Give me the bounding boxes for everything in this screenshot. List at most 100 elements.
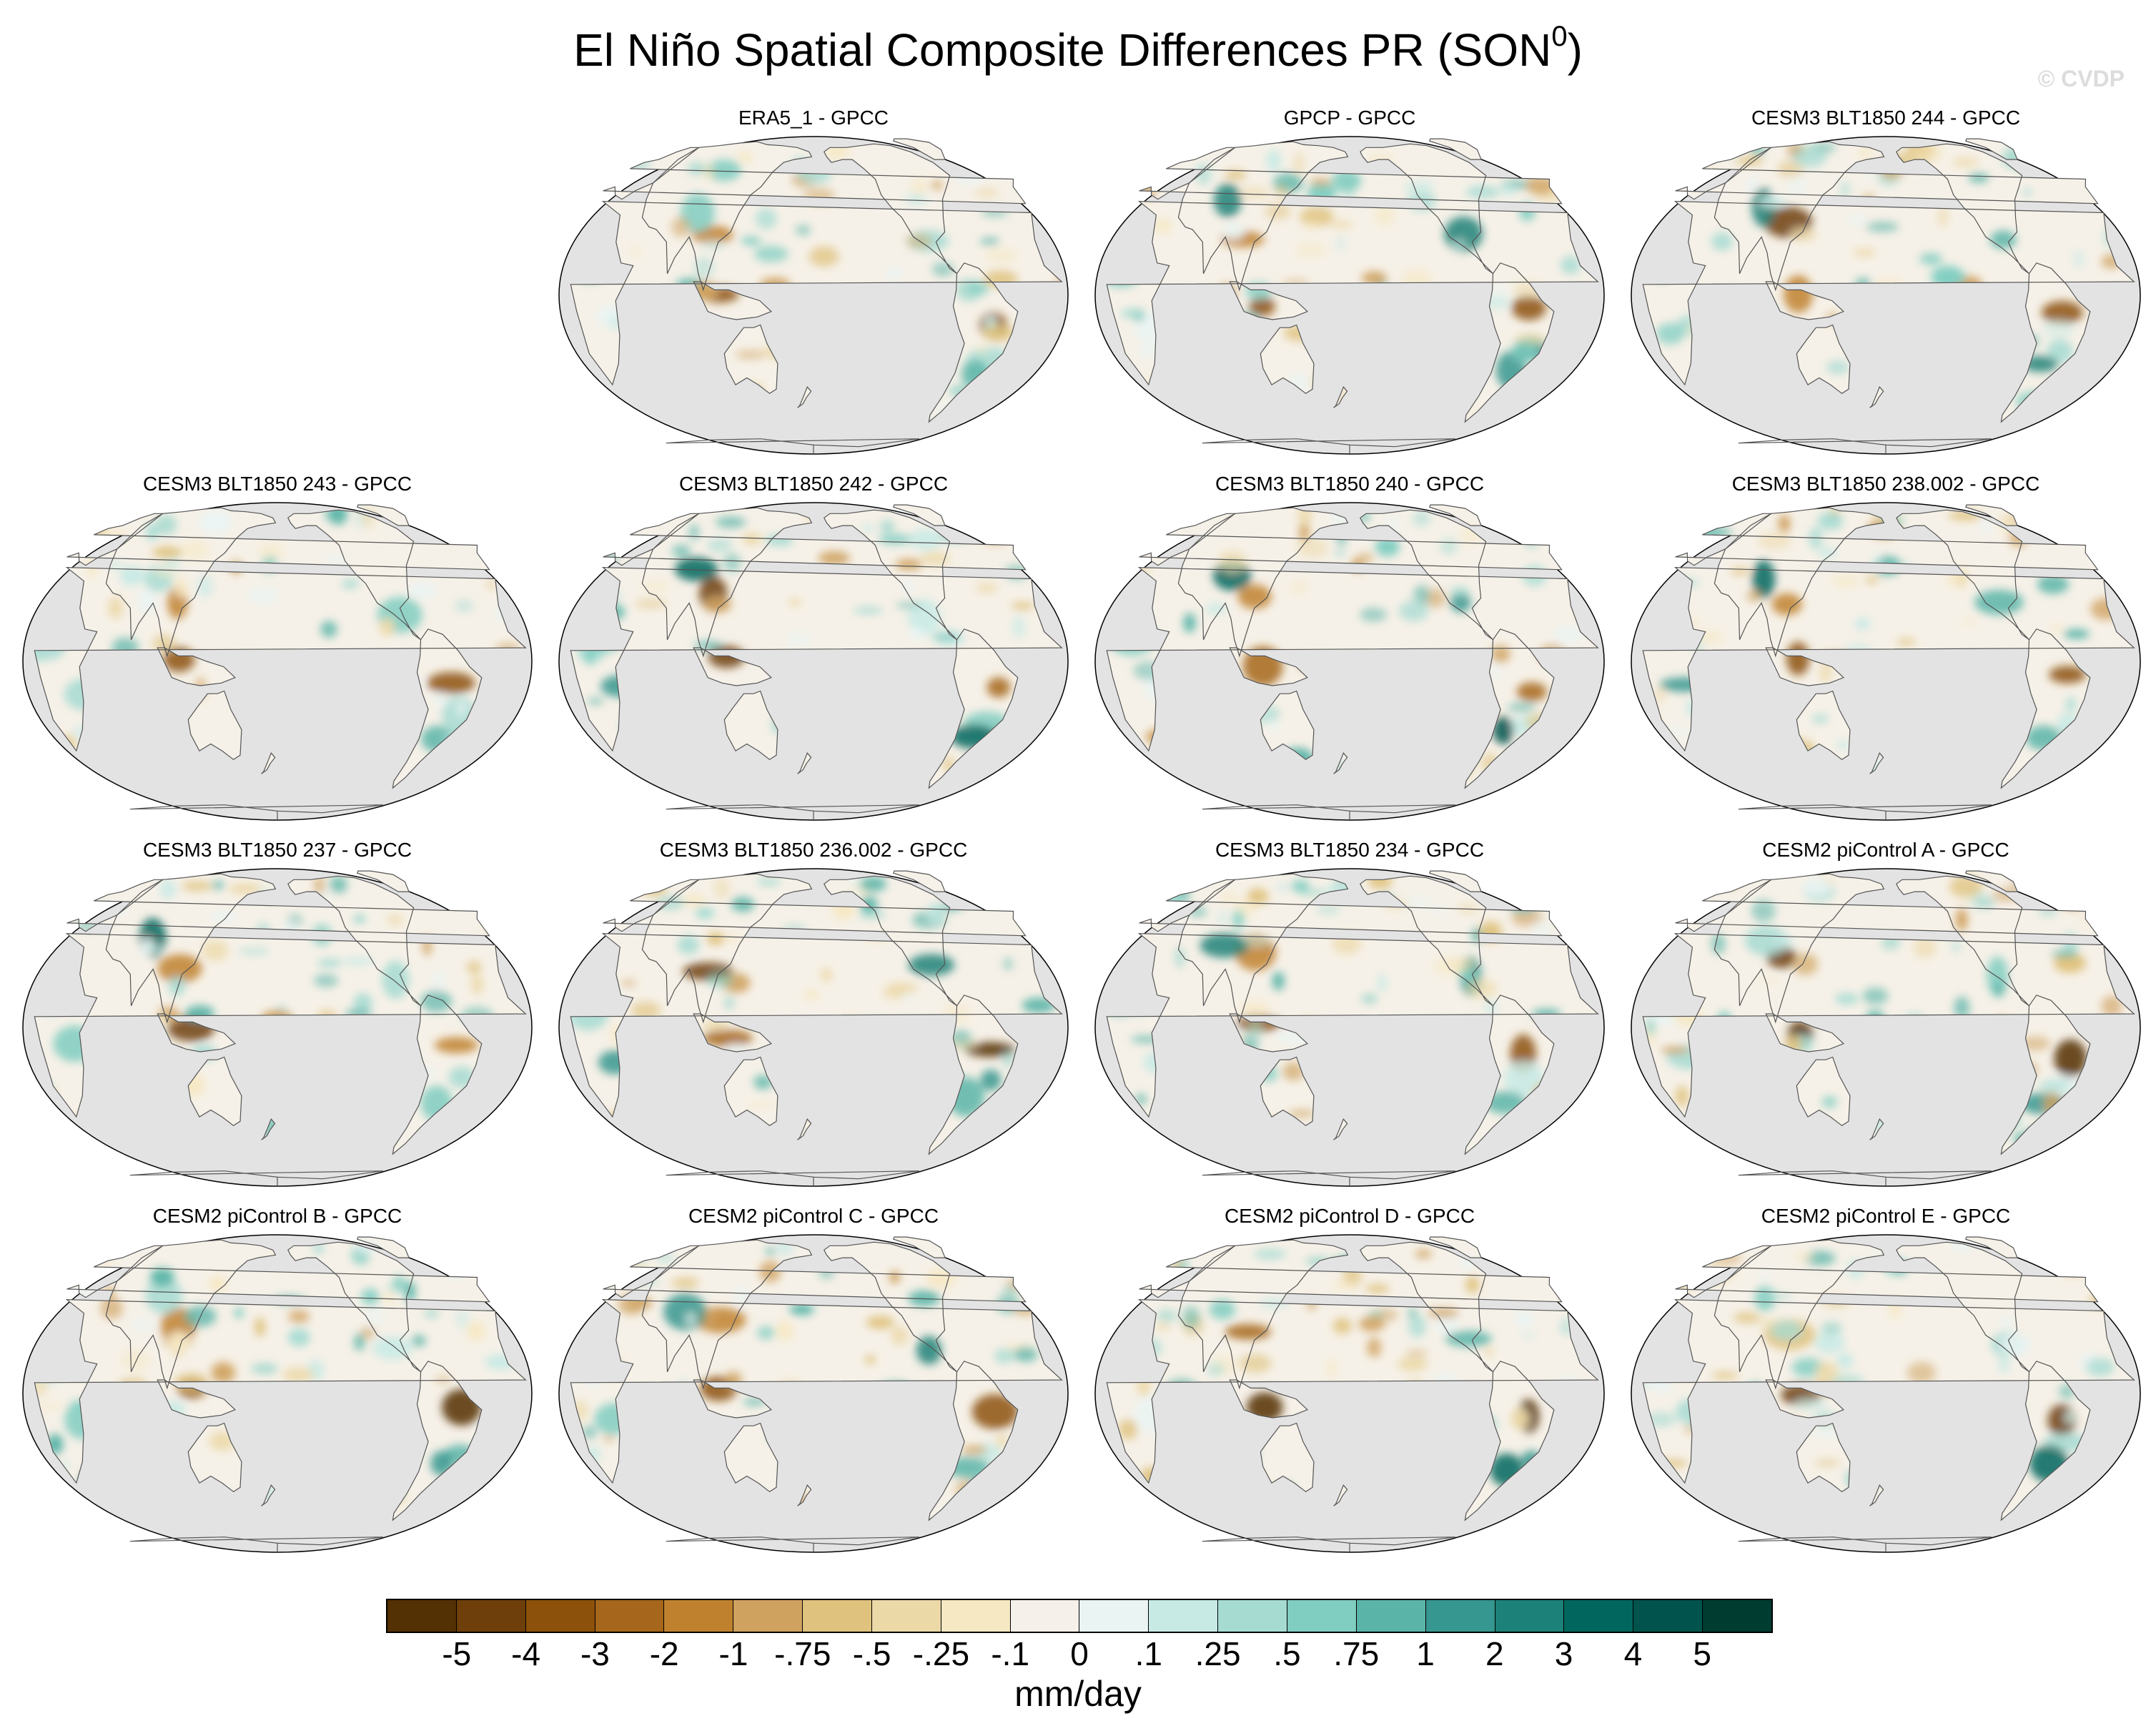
coastline-africa <box>1642 1299 2135 1484</box>
land-greenland <box>893 1237 946 1258</box>
land-greenland <box>1429 871 1482 892</box>
coastline-namerica <box>287 875 421 1007</box>
precip-map <box>1631 502 2141 821</box>
coastline-asia <box>1177 1239 1349 1390</box>
coastline-africa <box>1106 1299 1599 1484</box>
panel-title: GPCP - GPCC <box>1283 107 1416 129</box>
coastline-namerica <box>824 1241 957 1373</box>
colorbar-swatch <box>733 1600 803 1632</box>
coastline-samerica <box>2000 262 2091 423</box>
colorbar <box>386 1599 1773 1633</box>
coastline-australia <box>187 1056 242 1127</box>
coastline-australia <box>723 324 778 395</box>
coastline-namerica <box>1896 143 2029 275</box>
map-panel: GPCP - GPCC <box>1085 106 1614 463</box>
land-greenland <box>1429 1237 1482 1258</box>
coastline-samerica <box>1464 1361 1555 1522</box>
colorbar-swatch <box>1079 1600 1149 1632</box>
land-australia <box>1796 1057 1850 1126</box>
coastline-africa <box>1642 201 2135 386</box>
panel-title: CESM3 BLT1850 243 - GPCC <box>142 473 412 495</box>
coastline-africa <box>1642 567 2135 752</box>
coastline-samerica <box>392 995 483 1155</box>
coastline-greenland <box>1965 870 2018 892</box>
coastline-greenland <box>1965 504 2018 526</box>
coastline-asia <box>641 1239 813 1390</box>
panel-title: CESM3 BLT1850 242 - GPCC <box>678 473 949 495</box>
map-panel: CESM3 BLT1850 237 - GPCC <box>13 838 542 1195</box>
land-greenland <box>1965 871 2018 892</box>
coastline-europe <box>1675 147 2099 204</box>
coastline-greenland <box>357 1236 410 1258</box>
coastline-nz <box>1333 1484 1348 1506</box>
coastline-seasia <box>693 1013 773 1052</box>
coastline-australia <box>1796 1056 1851 1127</box>
land-australia <box>724 1057 778 1126</box>
coastline-samerica <box>928 628 1019 789</box>
land-nz <box>1333 387 1348 408</box>
panel-title: CESM3 BLT1850 238.002 - GPCC <box>1731 473 2040 495</box>
land-australia <box>724 691 778 760</box>
land-samerica <box>929 628 1018 789</box>
land-africa <box>1643 201 2135 385</box>
coastline-antarctica <box>129 1537 383 1552</box>
coastline-seasia <box>693 1379 773 1419</box>
coastline-namerica <box>824 509 957 641</box>
coastline-namerica <box>287 1241 421 1373</box>
precip-map <box>1094 1234 1605 1553</box>
map-panel: CESM3 BLT1850 244 - GPCC <box>1621 106 2150 463</box>
map-panel: CESM2 piControl B - GPCC <box>13 1204 542 1562</box>
coastline-namerica <box>1360 875 1493 1007</box>
coastline-europe <box>1139 513 1563 571</box>
coastline-europe <box>1139 1245 1563 1303</box>
coastline-nz <box>1333 1118 1348 1140</box>
coastline-nz <box>261 752 276 774</box>
coastline-seasia <box>1229 647 1309 686</box>
coastline-antarctica <box>1202 1170 1455 1186</box>
coastline-samerica <box>392 1361 483 1522</box>
coastline-greenland <box>1965 1236 2018 1258</box>
coastline-antarctica <box>1738 1537 1992 1552</box>
coastline-seasia <box>157 1013 237 1052</box>
coastline-europe <box>603 1245 1027 1303</box>
coastline-asia <box>105 1239 277 1390</box>
coastline-nz <box>261 1118 276 1140</box>
coastline-seasia <box>1765 1379 1845 1419</box>
coastline-nz <box>797 386 812 408</box>
map-panel: CESM2 piControl E - GPCC <box>1621 1204 2150 1562</box>
colorbar-swatch <box>664 1600 734 1632</box>
coastline-antarctica <box>1202 1537 1455 1552</box>
coastline-greenland <box>1429 138 1482 160</box>
panel-title: CESM3 BLT1850 244 - GPCC <box>1751 107 2021 129</box>
coastline-namerica <box>287 509 421 641</box>
precip-map <box>1094 502 1605 821</box>
coastline-antarctica <box>1202 804 1455 820</box>
coastline-australia <box>1260 1056 1315 1127</box>
map-panel: CESM3 BLT1850 243 - GPCC <box>13 472 542 829</box>
land-greenland <box>1429 139 1482 160</box>
panel-title: ERA5_1 - GPCC <box>738 107 889 129</box>
colorbar-swatch <box>803 1600 872 1632</box>
coastline-greenland <box>357 870 410 892</box>
coastline-europe <box>1139 147 1563 204</box>
land-europe <box>1675 879 2098 936</box>
map-panel: CESM3 BLT1850 242 - GPCC <box>549 472 1078 829</box>
coastline-europe <box>66 879 490 937</box>
coastline-nz <box>1869 386 1884 408</box>
coastline-nz <box>1333 752 1348 774</box>
coastline-europe <box>1675 879 2099 937</box>
land-greenland <box>357 871 410 892</box>
coastline-antarctica <box>1738 438 1992 454</box>
coastline-europe <box>66 513 490 571</box>
land-europe <box>1139 513 1562 570</box>
panel-title: CESM3 BLT1850 237 - GPCC <box>142 839 412 861</box>
coastline-asia <box>1177 507 1349 658</box>
map-panel: CESM2 piControl A - GPCC <box>1621 838 2150 1195</box>
map-panel: CESM2 piControl C - GPCC <box>549 1204 1078 1562</box>
coastline-asia <box>105 507 277 658</box>
coastline-asia <box>641 507 813 658</box>
precip-map <box>1094 868 1605 1187</box>
panel-title: CESM3 BLT1850 236.002 - GPCC <box>659 839 968 861</box>
coastline-nz <box>797 1118 812 1140</box>
land-greenland <box>1965 1237 2018 1258</box>
